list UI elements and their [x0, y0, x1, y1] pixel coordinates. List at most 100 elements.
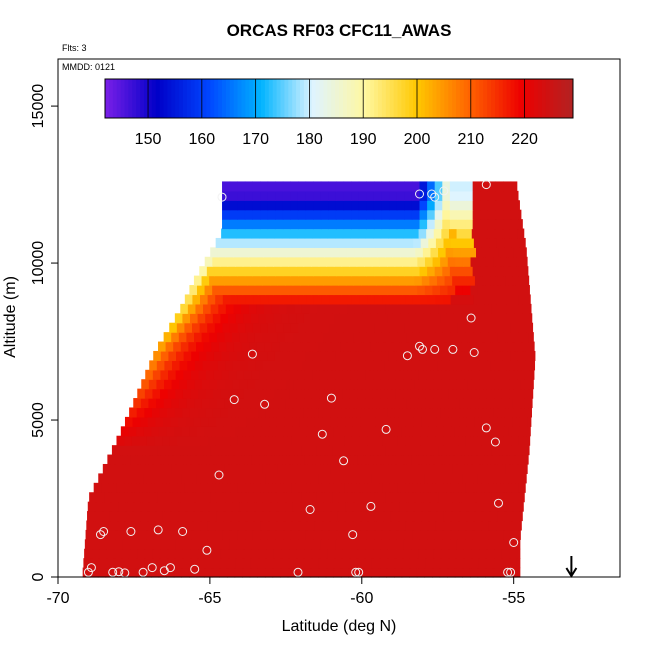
- heatmap-cell: [318, 558, 328, 569]
- heatmap-cell: [427, 529, 436, 540]
- heatmap-cell: [316, 303, 326, 314]
- heatmap-cell: [130, 539, 139, 550]
- heatmap-cell: [178, 463, 187, 474]
- heatmap-cell: [348, 285, 358, 296]
- heatmap-cell: [237, 435, 247, 446]
- heatmap-cell: [413, 511, 422, 522]
- heatmap-cell: [403, 454, 412, 465]
- heatmap-cell: [498, 360, 507, 371]
- colorbar-segment: [346, 79, 352, 118]
- heatmap-cell: [379, 558, 388, 569]
- heatmap-cell: [511, 435, 520, 446]
- heatmap-cell: [475, 360, 484, 371]
- heatmap-cell: [233, 303, 242, 314]
- heatmap-cell: [277, 379, 287, 390]
- heatmap-cell: [418, 228, 427, 239]
- heatmap-cell: [240, 247, 249, 258]
- heatmap-cell: [520, 398, 529, 409]
- colorbar-segment: [296, 79, 301, 118]
- heatmap-cell: [504, 520, 513, 531]
- heatmap-cell: [386, 285, 396, 296]
- date-label: MMDD: 0121: [62, 62, 115, 72]
- heatmap-cell: [476, 247, 485, 258]
- colorbar-segment: [370, 79, 375, 118]
- heatmap-cell: [248, 303, 257, 314]
- heatmap-cell: [144, 548, 154, 559]
- sample-point: [418, 344, 427, 354]
- heatmap-cell: [151, 426, 160, 437]
- heatmap-cell: [252, 529, 261, 540]
- heatmap-cell: [399, 463, 408, 474]
- colorbar-segment: [307, 79, 313, 118]
- heatmap-cell: [377, 247, 386, 258]
- heatmap-cell: [194, 398, 203, 409]
- heatmap-cell: [511, 482, 520, 493]
- heatmap-cell: [321, 520, 330, 531]
- heatmap-cell: [272, 473, 282, 484]
- heatmap-cell: [326, 256, 335, 267]
- heatmap-cell: [312, 454, 321, 465]
- heatmap-cell: [502, 369, 511, 380]
- heatmap-cell: [305, 266, 314, 277]
- heatmap-cell: [519, 520, 522, 531]
- heatmap-cell: [330, 501, 339, 512]
- sample-point: [415, 341, 424, 351]
- heatmap-cell: [124, 416, 134, 427]
- heatmap-cell: [436, 416, 445, 427]
- heatmap-cell: [506, 360, 515, 371]
- heatmap-cell: [365, 539, 375, 550]
- heatmap-cell: [327, 539, 337, 550]
- heatmap-cell: [224, 463, 233, 474]
- heatmap-cell: [452, 463, 461, 474]
- heatmap-cell: [187, 360, 196, 371]
- heatmap-cell: [358, 181, 367, 192]
- heatmap-cell: [113, 558, 122, 569]
- heatmap-cell: [222, 200, 231, 211]
- heatmap-cell: [368, 275, 377, 286]
- colorbar-segment: [206, 79, 211, 118]
- heatmap-cell: [519, 416, 529, 427]
- heatmap-cell: [389, 529, 398, 540]
- heatmap-cell: [418, 548, 427, 559]
- heatmap-cell: [252, 322, 261, 333]
- heatmap-cell: [220, 548, 230, 559]
- heatmap-cell: [320, 350, 329, 361]
- heatmap-cell: [145, 454, 154, 465]
- heatmap-cell: [199, 266, 208, 277]
- colorbar-segment: [366, 79, 371, 118]
- heatmap-cell: [210, 303, 219, 314]
- heatmap-cell: [487, 454, 496, 465]
- heatmap-cell: [382, 237, 391, 248]
- heatmap-cell: [353, 379, 363, 390]
- heatmap-cell: [319, 228, 329, 239]
- heatmap-cell: [225, 303, 235, 314]
- heatmap-cell: [486, 313, 495, 324]
- heatmap-cell: [136, 407, 145, 418]
- colorbar-segment: [112, 79, 118, 118]
- heatmap-cell: [175, 369, 184, 380]
- heatmap-cell: [222, 294, 231, 305]
- heatmap-cell: [487, 200, 497, 211]
- heatmap-cell: [426, 350, 435, 361]
- heatmap-cell: [290, 529, 299, 540]
- heatmap-cell: [185, 511, 194, 522]
- heatmap-cell: [275, 181, 284, 192]
- heatmap-cell: [167, 407, 176, 418]
- heatmap-cell: [512, 511, 521, 522]
- heatmap-cell: [305, 200, 314, 211]
- heatmap-cell: [312, 539, 321, 550]
- heatmap-cell: [169, 435, 178, 446]
- heatmap-cell: [223, 520, 232, 531]
- heatmap-cell: [161, 529, 170, 540]
- heatmap-cell: [253, 482, 262, 493]
- heatmap-cell: [306, 435, 315, 446]
- heatmap-cell: [183, 454, 192, 465]
- heatmap-cell: [261, 511, 270, 522]
- heatmap-cell: [206, 350, 215, 361]
- heatmap-cell: [384, 247, 394, 258]
- heatmap-cell: [223, 416, 232, 427]
- heatmap-cell: [530, 341, 535, 352]
- heatmap-cell: [275, 322, 284, 333]
- colorbar-segment: [541, 79, 547, 118]
- colorbar-tick-label: 190: [350, 131, 377, 148]
